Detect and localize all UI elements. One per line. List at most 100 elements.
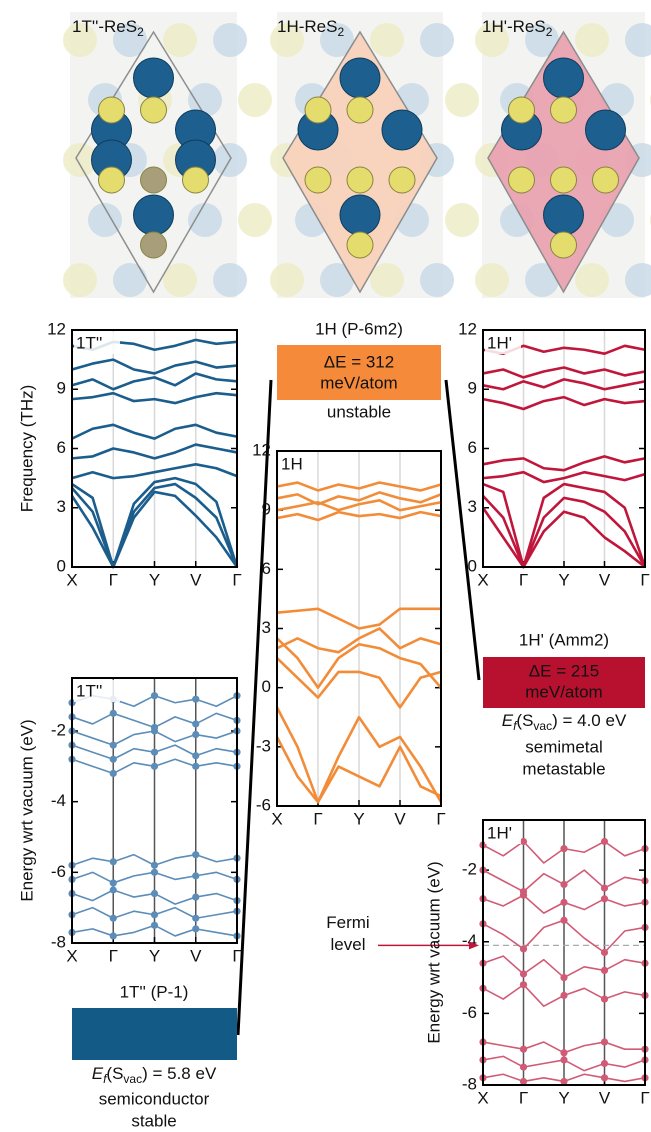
- y-tick-label: -6: [256, 795, 271, 814]
- re-atom: [340, 58, 380, 98]
- faded-atom: [475, 263, 509, 297]
- x-tick-label: V: [599, 1088, 611, 1107]
- band-point: [192, 851, 199, 858]
- band-point: [192, 925, 199, 932]
- band-point: [560, 1078, 567, 1085]
- s-atom: [99, 167, 125, 193]
- band-point: [601, 884, 608, 891]
- y-tick-label: -6: [462, 1003, 477, 1022]
- subscript: 2: [337, 25, 344, 39]
- band-point: [151, 862, 158, 869]
- faded-atom: [163, 23, 197, 57]
- band-point: [192, 893, 199, 900]
- phase-title: 1T'' (P-1): [120, 982, 189, 1001]
- phase-title: 1H (P-6m2): [315, 319, 403, 338]
- energy-text: ΔE = 215: [529, 661, 599, 680]
- re-atom: [134, 58, 174, 98]
- y-tick-label: 3: [57, 497, 66, 516]
- faded-atom: [370, 263, 404, 297]
- panel-label: 1H: [281, 454, 303, 473]
- band-point: [601, 967, 608, 974]
- band-point: [110, 770, 117, 777]
- band-point: [560, 917, 567, 924]
- band-point: [560, 1049, 567, 1056]
- x-tick-label: X: [66, 946, 77, 965]
- band-point: [601, 838, 608, 845]
- re-atom: [382, 110, 422, 150]
- faded-atom: [213, 263, 247, 297]
- x-tick-label: Y: [558, 1088, 569, 1107]
- x-tick-label: V: [599, 570, 611, 589]
- structures: [63, 12, 651, 298]
- y-tick-label: 6: [262, 559, 271, 578]
- y-tick-label: 0: [57, 556, 66, 575]
- faded-atom: [113, 263, 147, 297]
- band-point: [560, 881, 567, 888]
- faded-atom: [370, 23, 404, 57]
- faded-atom: [575, 263, 609, 297]
- symbol: (S: [516, 711, 533, 730]
- y-axis-label: Frequency (THz): [17, 385, 36, 513]
- band-point: [151, 890, 158, 897]
- y-tick-label: 6: [57, 438, 66, 457]
- faded-atom: [238, 83, 272, 117]
- band-point: [110, 858, 117, 865]
- structure-name: 1T''-ReS: [72, 17, 137, 36]
- band-point: [192, 915, 199, 922]
- s-atom: [509, 97, 535, 123]
- subscript: vac: [533, 719, 552, 733]
- faded-atom: [213, 23, 247, 57]
- faded-atom: [270, 263, 304, 297]
- band-point: [151, 727, 158, 734]
- band-point: [601, 995, 608, 1002]
- connector: [446, 380, 479, 680]
- band-point: [520, 1063, 527, 1070]
- structure-label: 1T''-ReS2: [72, 17, 144, 39]
- faded-atom: [188, 203, 222, 237]
- re-atom: [340, 195, 380, 235]
- band-point: [110, 886, 117, 893]
- x-tick-label: X: [477, 570, 488, 589]
- y-tick-label: -4: [51, 791, 66, 810]
- value-text: ) = 5.8 eV: [142, 1064, 217, 1083]
- re-atom: [544, 195, 584, 235]
- band-point: [601, 895, 608, 902]
- subscript: 2: [546, 25, 553, 39]
- band-point: [151, 692, 158, 699]
- band-point: [192, 720, 199, 727]
- band-point: [601, 1074, 608, 1081]
- phase-title: 1H' (Amm2): [519, 630, 609, 649]
- band-point: [520, 970, 527, 977]
- connector: [238, 380, 271, 1035]
- band-point: [192, 752, 199, 759]
- re-atom: [586, 110, 626, 150]
- symbol: E: [502, 711, 514, 730]
- y-tick-label: 3: [262, 618, 271, 637]
- band-point: [151, 869, 158, 876]
- structure-label: 1H-ReS2: [277, 17, 344, 39]
- band-point: [520, 981, 527, 988]
- band-point: [560, 899, 567, 906]
- panel-label: 1H': [487, 823, 512, 842]
- band-point: [560, 992, 567, 999]
- s-atom: [347, 167, 373, 193]
- s-atom: [141, 97, 167, 123]
- x-tick-label: Y: [353, 809, 364, 828]
- s-atom: [551, 97, 577, 123]
- faded-atom: [420, 23, 454, 57]
- energy-box: [72, 1008, 237, 1060]
- faded-atom: [238, 203, 272, 237]
- x-tick-label: Γ: [109, 570, 118, 589]
- re-atom: [134, 195, 174, 235]
- energy-text: meV/atom: [525, 682, 602, 701]
- s-atom: [305, 97, 331, 123]
- band-point: [520, 1078, 527, 1085]
- band-point: [560, 974, 567, 981]
- faded-atom: [445, 203, 479, 237]
- band-point: [192, 731, 199, 738]
- x-tick-label: Y: [149, 946, 160, 965]
- band-point: [110, 879, 117, 886]
- character: semimetal: [525, 737, 602, 756]
- faded-atom: [420, 263, 454, 297]
- x-tick-label: Γ: [313, 809, 322, 828]
